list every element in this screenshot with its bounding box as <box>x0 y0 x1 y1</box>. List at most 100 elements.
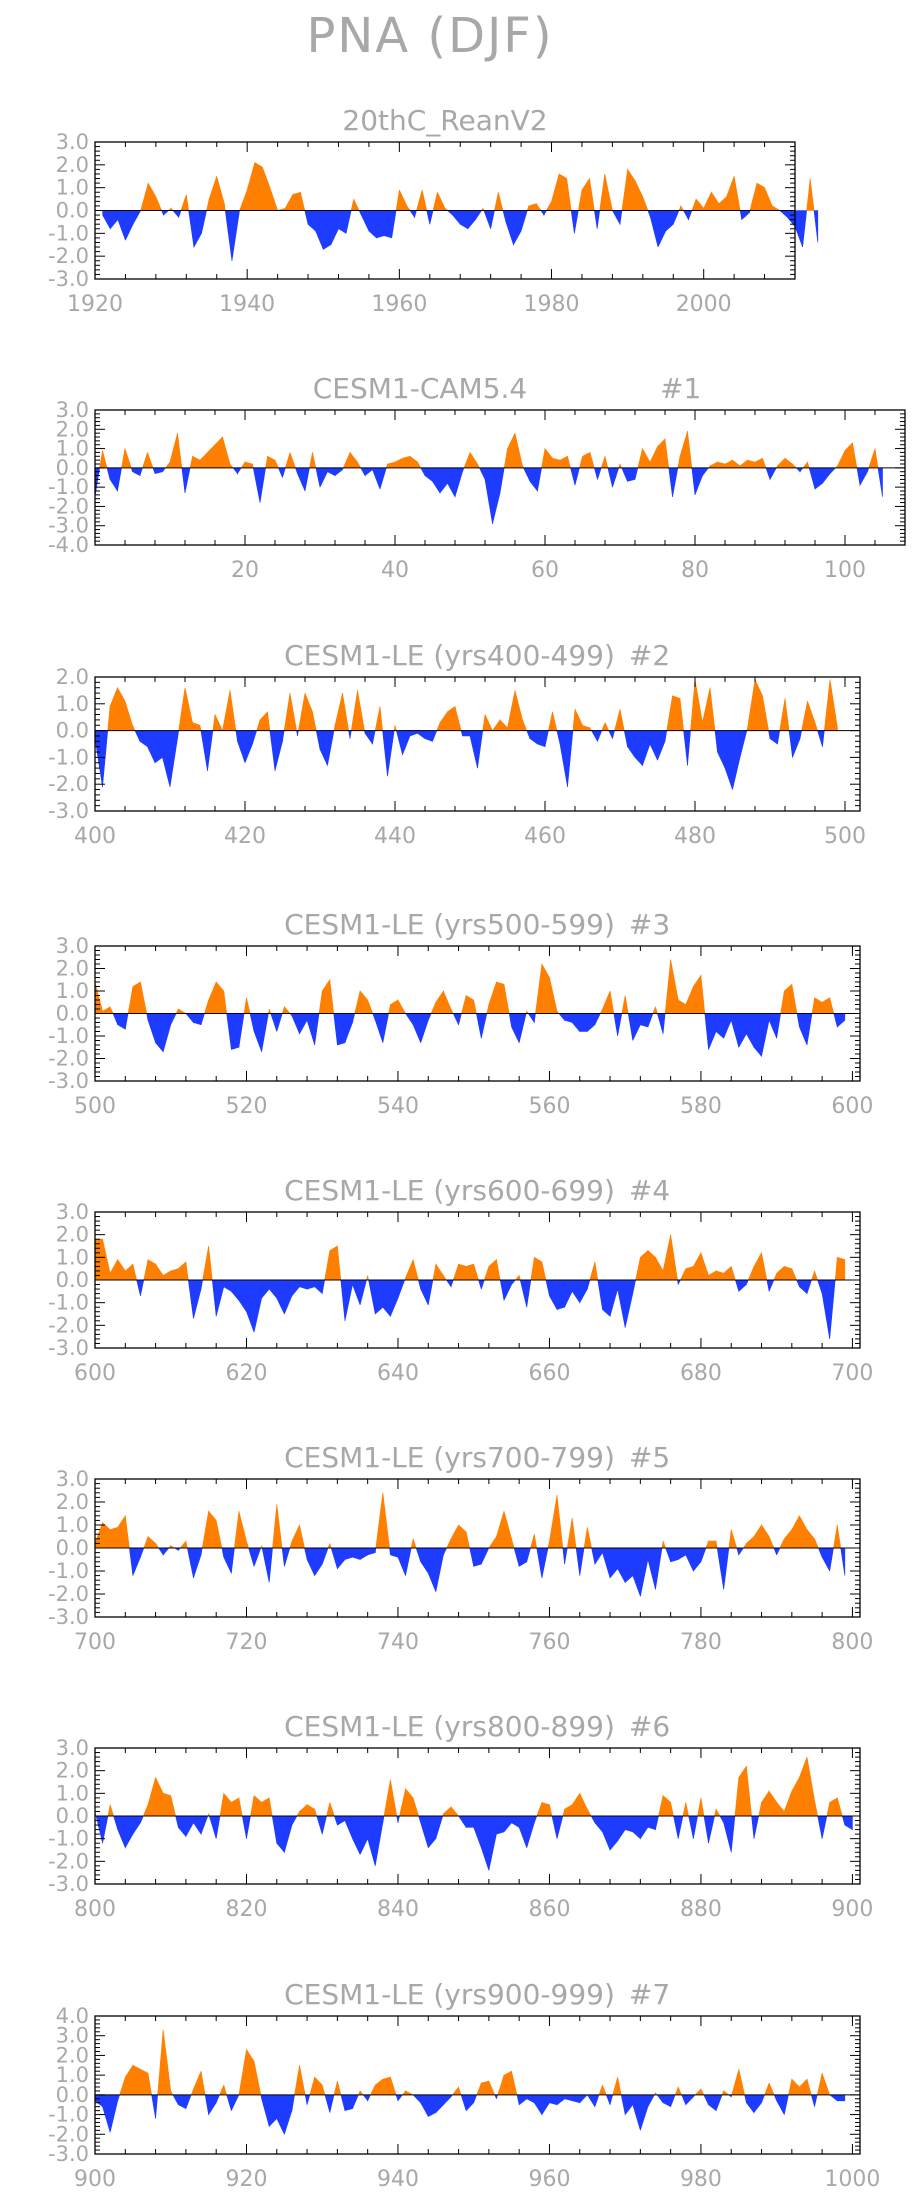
area-segment <box>829 997 835 1014</box>
area-segment <box>791 984 798 1014</box>
area-segment <box>327 467 336 477</box>
y-tick-label: -3.0 <box>48 267 89 291</box>
y-tick-label: -2.0 <box>48 1047 89 1071</box>
area-segment <box>140 183 149 211</box>
area-segment <box>284 452 291 469</box>
area-segment <box>192 455 201 469</box>
x-tick-label: 520 <box>225 1094 267 1119</box>
area-segment <box>700 1547 707 1562</box>
area-segment <box>655 1815 659 1830</box>
area-segment <box>473 1547 482 1567</box>
x-tick-label: 740 <box>377 1630 419 1655</box>
area-segment <box>465 1815 475 1828</box>
area-segment <box>291 1815 298 1827</box>
area-segment <box>567 730 574 787</box>
area-segment <box>734 1777 740 1817</box>
area-segment <box>107 1804 111 1817</box>
area-segment <box>480 2080 490 2096</box>
area-segment <box>364 730 373 745</box>
area-segment <box>252 730 258 745</box>
area-segment <box>432 1264 437 1281</box>
area-segment <box>292 191 301 211</box>
x-tick-label: 680 <box>680 1361 722 1386</box>
y-tick-label: -4.0 <box>48 533 89 557</box>
area-segment <box>783 1528 793 1549</box>
area-segment <box>566 1518 573 1549</box>
area-segment <box>132 725 136 731</box>
area-segment <box>837 450 846 469</box>
area-segment <box>117 1258 126 1281</box>
area-segment <box>102 210 111 230</box>
y-tick-label: -1.0 <box>48 1827 89 1851</box>
area-segment <box>312 452 317 469</box>
area-segment <box>705 1540 709 1549</box>
area-segment <box>102 450 108 469</box>
area-segment <box>208 2094 217 2116</box>
panel-run-label: #7 <box>629 1978 670 2011</box>
area-segment <box>309 452 313 469</box>
x-tick-label: 1920 <box>67 292 123 317</box>
area-segment <box>650 210 659 248</box>
area-segment <box>446 1538 452 1549</box>
area-segment <box>741 210 750 221</box>
area-segment <box>140 2068 149 2096</box>
area-segment <box>223 2084 228 2096</box>
area-segment <box>732 730 741 790</box>
area-segment <box>200 1279 203 1290</box>
y-tick-label: 3.0 <box>56 1467 89 1491</box>
area-segment <box>541 1801 550 1817</box>
area-segment <box>147 1535 156 1549</box>
area-segment <box>672 695 681 731</box>
area-segment <box>549 2094 558 2106</box>
area-segment <box>361 210 370 232</box>
y-tick-label: 1.0 <box>56 2063 89 2087</box>
area-segment <box>454 467 463 497</box>
area-segment <box>527 1013 535 1024</box>
area-segment <box>324 1250 331 1281</box>
area-segment <box>344 1547 353 1560</box>
area-segment <box>181 467 186 493</box>
area-segment <box>624 995 629 1014</box>
area-segment <box>269 187 279 211</box>
area-segment <box>795 467 801 473</box>
area-segment <box>284 1547 291 1567</box>
area-segment <box>193 210 202 249</box>
area-segment <box>208 1245 213 1281</box>
area-segment <box>401 2090 406 2096</box>
area-segment <box>451 2086 459 2096</box>
area-segment <box>612 730 615 739</box>
area-segment <box>261 1013 269 1052</box>
area-segment <box>666 695 673 731</box>
area-segment <box>511 1538 515 1549</box>
area-segment <box>450 1008 454 1014</box>
area-segment <box>405 1259 414 1281</box>
area-segment <box>621 169 628 211</box>
area-segment <box>185 1541 188 1549</box>
panel-title: CESM1-LE (yrs800-899) <box>284 1710 615 1743</box>
area-segment <box>382 1492 390 1549</box>
area-segment <box>421 189 428 211</box>
area-segment <box>796 1013 800 1028</box>
x-tick-label: 500 <box>74 1094 116 1119</box>
x-tick-label: 700 <box>831 1361 873 1386</box>
area-segment <box>178 687 186 731</box>
area-segment <box>762 458 767 469</box>
area-segment <box>200 1547 203 1555</box>
area-segment <box>337 1245 342 1281</box>
area-segment <box>465 1263 475 1281</box>
area-segment <box>345 210 352 234</box>
area-segment <box>450 1279 454 1287</box>
area-segment <box>169 730 178 787</box>
area-segment <box>439 710 448 731</box>
area-segment <box>693 974 702 1014</box>
area-segment <box>349 730 352 739</box>
y-tick-label: 1.0 <box>56 1245 89 1269</box>
area-segment <box>587 1279 591 1290</box>
area-segment <box>132 210 142 226</box>
area-segment <box>299 1279 308 1290</box>
area-segment <box>806 1279 812 1294</box>
x-tick-label: 760 <box>528 1630 570 1655</box>
area-segment <box>147 1013 156 1043</box>
area-segment <box>94 1522 103 1549</box>
area-segment <box>162 1270 172 1281</box>
